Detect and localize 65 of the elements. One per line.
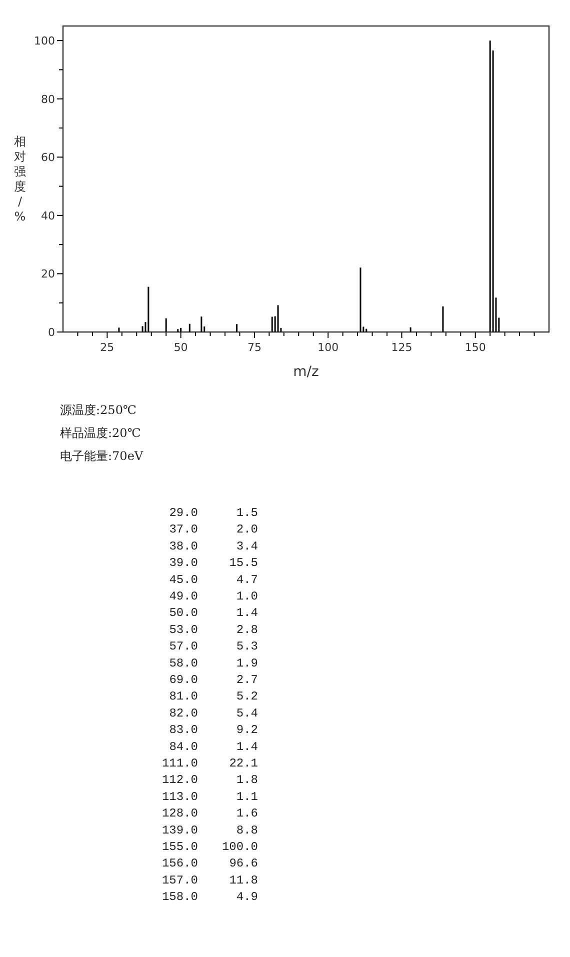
text: 69.0 bbox=[169, 673, 198, 687]
text: 158.0 bbox=[162, 890, 198, 904]
text: 100.0 bbox=[222, 840, 258, 854]
text: 4.7 bbox=[236, 572, 258, 587]
text: 5.3 bbox=[236, 640, 258, 654]
text: 11.8 bbox=[229, 873, 258, 888]
text: 58.0 bbox=[169, 656, 198, 670]
text: 112.0 bbox=[162, 773, 198, 788]
text: 83.0 bbox=[169, 723, 198, 738]
y-tick-label: 100 bbox=[34, 34, 55, 48]
y-tick-label: 0 bbox=[48, 326, 55, 339]
x-tick-label: 50 bbox=[174, 341, 188, 354]
text: 96.6 bbox=[229, 856, 258, 871]
text: 5.4 bbox=[236, 706, 258, 720]
text: 139.0 bbox=[162, 823, 198, 838]
text: 1.8 bbox=[236, 773, 258, 788]
text: 128.0 bbox=[162, 806, 198, 821]
text: 1.0 bbox=[236, 590, 258, 604]
text: 1.1 bbox=[236, 790, 258, 804]
text: 157.0 bbox=[162, 873, 198, 888]
text: 53.0 bbox=[169, 622, 198, 637]
text: 49.0 bbox=[169, 590, 198, 604]
text: 8.8 bbox=[236, 823, 258, 838]
text: 15.5 bbox=[229, 556, 258, 570]
text: 111.0 bbox=[162, 756, 198, 770]
text: 1.6 bbox=[236, 806, 258, 821]
text: 源温度:250℃ bbox=[60, 403, 136, 417]
text: 1.9 bbox=[236, 656, 258, 670]
text: 50.0 bbox=[169, 606, 198, 620]
text: 113.0 bbox=[162, 790, 198, 804]
x-tick-label: 100 bbox=[318, 341, 339, 354]
text: 37.0 bbox=[169, 522, 198, 537]
text: 1.4 bbox=[236, 740, 258, 754]
text: 9.2 bbox=[236, 723, 258, 738]
text: 57.0 bbox=[169, 640, 198, 654]
x-tick-label: 25 bbox=[100, 341, 114, 354]
x-tick-label: 125 bbox=[391, 341, 412, 354]
text: 82.0 bbox=[169, 706, 198, 720]
text: 1.4 bbox=[236, 606, 258, 620]
text: 电子能量:70eV bbox=[60, 449, 144, 463]
text: 2.7 bbox=[236, 673, 258, 687]
x-tick-label: 150 bbox=[464, 341, 486, 354]
x-tick-label: 75 bbox=[247, 341, 262, 354]
text: 样品温度:20℃ bbox=[60, 426, 141, 440]
y-tick-label: 20 bbox=[41, 268, 55, 281]
text: 22.1 bbox=[229, 756, 258, 770]
text: 2.8 bbox=[236, 622, 258, 637]
text: 2.0 bbox=[236, 522, 258, 537]
text: 29.0 bbox=[169, 506, 198, 520]
text: 81.0 bbox=[169, 690, 198, 704]
text: 155.0 bbox=[162, 840, 198, 854]
text: 38.0 bbox=[169, 539, 198, 554]
text: 156.0 bbox=[162, 856, 198, 871]
x-axis-title: m/z bbox=[293, 364, 319, 380]
text: 84.0 bbox=[169, 740, 198, 754]
y-tick-label: 40 bbox=[41, 209, 55, 222]
text: 45.0 bbox=[169, 572, 198, 587]
text: 5.2 bbox=[236, 690, 258, 704]
text: 3.4 bbox=[236, 539, 258, 554]
text: 4.9 bbox=[236, 890, 258, 904]
text: 1.5 bbox=[236, 506, 258, 520]
y-tick-label: 80 bbox=[41, 92, 55, 106]
y-axis-title: 相对强度/% bbox=[14, 134, 26, 224]
text: 39.0 bbox=[169, 556, 198, 570]
y-tick-label: 60 bbox=[41, 151, 55, 164]
